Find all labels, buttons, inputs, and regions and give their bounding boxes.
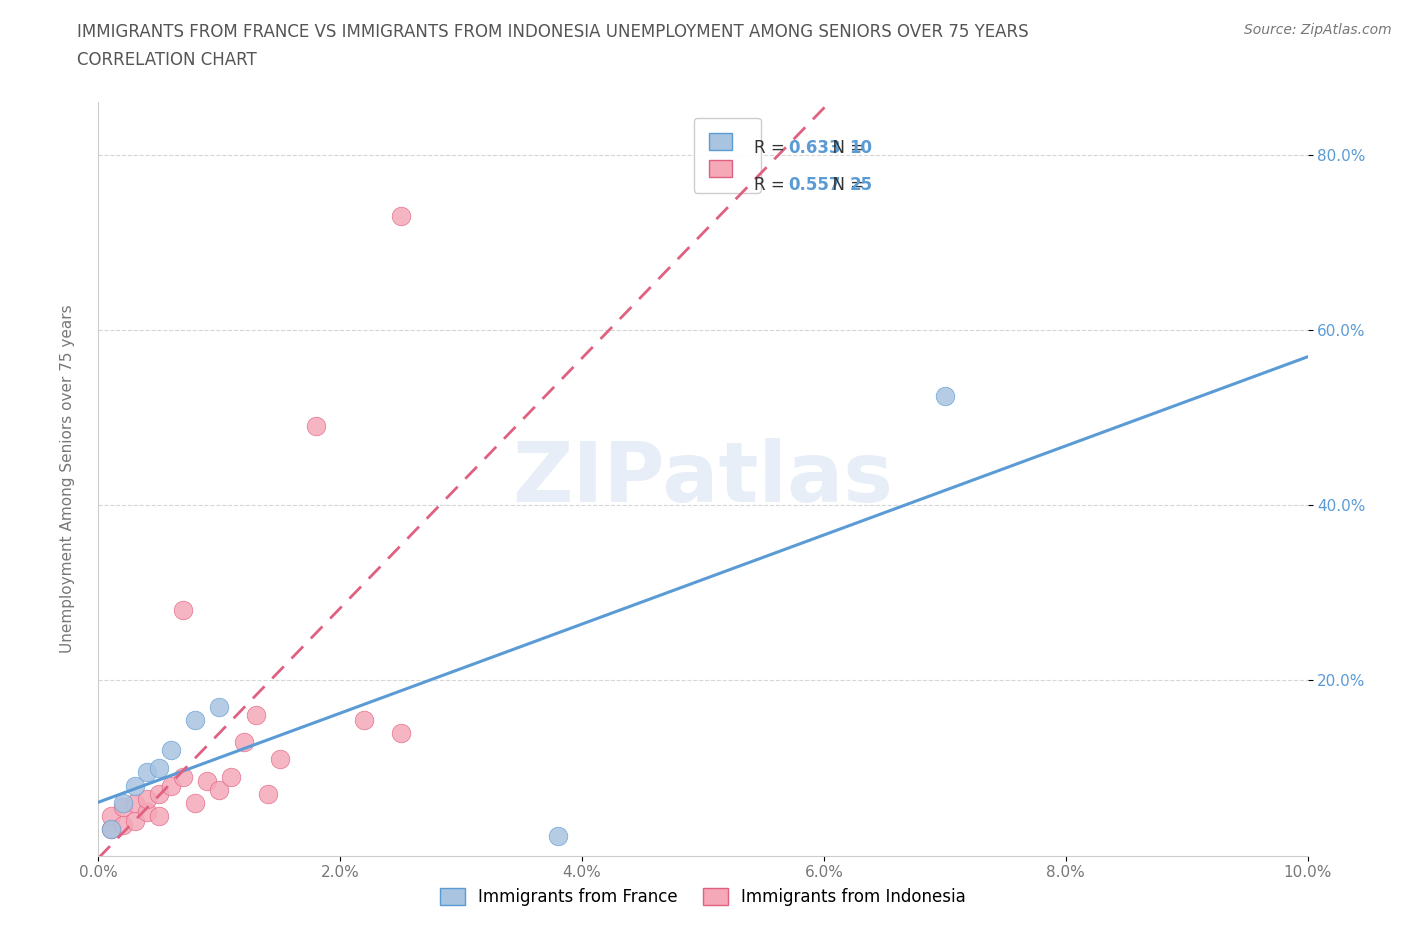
Point <box>232 735 254 750</box>
Text: N =: N = <box>821 177 869 194</box>
Point <box>245 708 267 723</box>
Point <box>124 795 146 810</box>
Point <box>135 791 157 806</box>
Text: 0.633: 0.633 <box>787 139 841 157</box>
Point <box>135 765 157 780</box>
Point <box>389 725 412 740</box>
Point <box>100 822 122 837</box>
Point <box>547 829 569 844</box>
Point <box>208 699 231 714</box>
Text: IMMIGRANTS FROM FRANCE VS IMMIGRANTS FROM INDONESIA UNEMPLOYMENT AMONG SENIORS O: IMMIGRANTS FROM FRANCE VS IMMIGRANTS FRO… <box>77 23 1029 41</box>
Text: R =: R = <box>754 177 790 194</box>
Point <box>160 778 183 793</box>
Legend: , : , <box>693 118 761 193</box>
Point <box>934 389 956 404</box>
Point <box>184 795 207 810</box>
Point <box>111 800 134 815</box>
Point <box>269 751 291 766</box>
Point <box>256 787 278 802</box>
Point <box>195 774 218 789</box>
Text: 25: 25 <box>849 177 873 194</box>
Y-axis label: Unemployment Among Seniors over 75 years: Unemployment Among Seniors over 75 years <box>60 305 75 653</box>
Point <box>148 787 170 802</box>
Point <box>135 804 157 819</box>
Point <box>124 813 146 828</box>
Point <box>100 809 122 824</box>
Point <box>124 778 146 793</box>
Point <box>353 712 375 727</box>
Text: 0.557: 0.557 <box>787 177 841 194</box>
Text: N =: N = <box>821 139 869 157</box>
Point <box>221 769 243 784</box>
Point <box>111 795 134 810</box>
Text: CORRELATION CHART: CORRELATION CHART <box>77 51 257 69</box>
Point <box>184 712 207 727</box>
Point <box>148 761 170 776</box>
Point <box>160 743 183 758</box>
Text: Source: ZipAtlas.com: Source: ZipAtlas.com <box>1244 23 1392 37</box>
Point <box>305 418 328 433</box>
Point <box>208 782 231 797</box>
Point <box>111 817 134 832</box>
Point <box>172 769 194 784</box>
Point <box>100 822 122 837</box>
Point <box>389 208 412 223</box>
Text: 10: 10 <box>849 139 873 157</box>
Legend: Immigrants from France, Immigrants from Indonesia: Immigrants from France, Immigrants from … <box>433 881 973 912</box>
Text: ZIPatlas: ZIPatlas <box>513 438 893 520</box>
Point <box>172 603 194 618</box>
Text: R =: R = <box>754 139 790 157</box>
Point <box>148 809 170 824</box>
